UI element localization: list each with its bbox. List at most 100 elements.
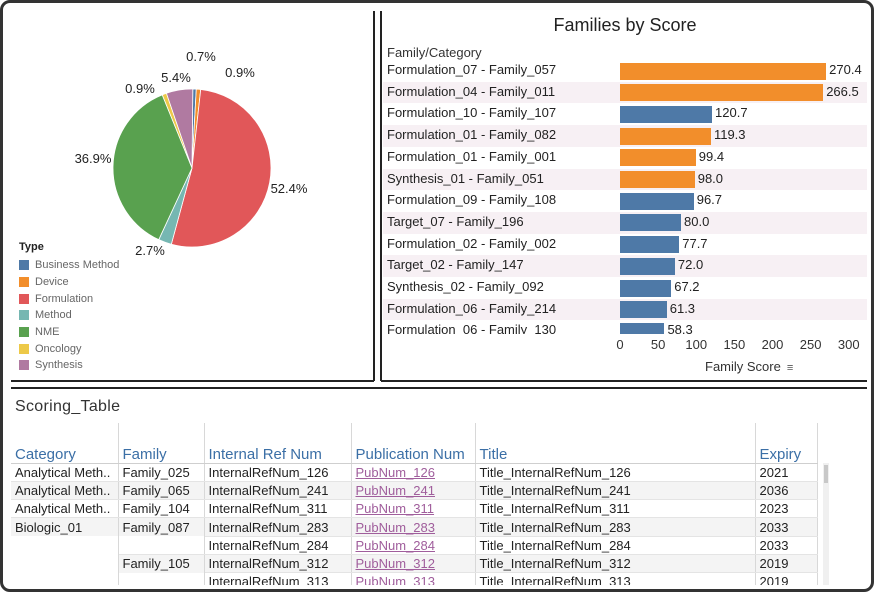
column-header[interactable]: Title: [475, 423, 756, 464]
bar-row[interactable]: Synthesis_01 - Family_051 98.0: [383, 168, 867, 191]
bar[interactable]: [620, 236, 680, 254]
x-tick-label: 150: [723, 337, 746, 352]
families-bar-chart[interactable]: Formulation_07 - Family_057 270.4 Formulat…: [383, 60, 867, 334]
bar-value-label: 120.7: [715, 105, 748, 121]
bar[interactable]: [620, 127, 711, 145]
column-header[interactable]: Category: [11, 423, 119, 464]
table-cell: 2033: [755, 536, 818, 555]
bar-value-label: 270.4: [829, 62, 862, 77]
bar-row[interactable]: Formulation_01 - Family_001 99.4: [383, 147, 867, 169]
bar-row[interactable]: Formulation_04 - Family_011 266.5: [383, 81, 867, 104]
legend-item[interactable]: Synthesis: [19, 357, 119, 374]
table-cell[interactable]: PubNum_284: [351, 536, 476, 555]
x-axis-title[interactable]: Family Score ≡: [705, 359, 793, 374]
table-cell: Title_InternalRefNum_313: [475, 572, 756, 585]
table-row[interactable]: Biologic_01 Family_087 InternalRefNum_283 P…: [11, 517, 818, 537]
pie-slice-nme[interactable]: [112, 94, 193, 241]
legend-label: Device: [35, 276, 69, 289]
column-header[interactable]: Expiry: [755, 423, 818, 464]
pie-slice-label: 36.9%: [75, 151, 112, 166]
bar-category-label: Target_07 - Family_196: [387, 213, 524, 229]
bar[interactable]: [620, 322, 665, 334]
bar-row[interactable]: Formulation_01 - Family_082 119.3: [383, 125, 867, 147]
bar-row[interactable]: Formulation_06 - Family_214 61.3: [383, 298, 867, 321]
legend-swatch: [19, 260, 29, 271]
bar-row[interactable]: Formulation_07 - Family_057 270.4: [383, 60, 867, 82]
x-tick-label: 200: [761, 337, 784, 352]
publication-link[interactable]: PubNum_311: [355, 501, 435, 517]
publication-link[interactable]: PubNum_283: [355, 519, 436, 535]
publication-link[interactable]: PubNum_126: [355, 464, 436, 480]
bar[interactable]: [620, 301, 667, 319]
table-scrollbar[interactable]: [823, 463, 829, 585]
table-cell[interactable]: PubNum_126: [351, 463, 476, 482]
table-row[interactable]: Analytical Meth.. Family_104 InternalRefNu…: [11, 499, 818, 519]
table-cell: Family_087: [118, 517, 205, 537]
column-header[interactable]: Internal Ref Num: [204, 423, 352, 464]
bar[interactable]: [620, 257, 675, 275]
bar-category-label: Formulation_01 - Family_001: [387, 148, 557, 164]
table-cell[interactable]: PubNum_312: [351, 554, 476, 574]
table-cell: [11, 572, 119, 585]
bar-row[interactable]: Target_07 - Family_196 80.0: [383, 211, 867, 234]
publication-link[interactable]: PubNum_241: [355, 482, 436, 498]
scrollbar-thumb[interactable]: [824, 465, 828, 483]
bar-row[interactable]: Synthesis_02 - Family_092 67.2: [383, 277, 867, 299]
bar-category-label: Formulation_10 - Family_107: [387, 105, 557, 121]
legend-item[interactable]: NME: [19, 324, 119, 341]
legend-item[interactable]: Formulation: [19, 290, 119, 307]
publication-link[interactable]: PubNum_284: [355, 537, 436, 553]
publication-link[interactable]: PubNum_312: [355, 556, 436, 572]
bar-row[interactable]: Formulation_06 - Family_130 58.3: [383, 320, 867, 334]
pie-legend: Type Business Method Device Formulation Met…: [19, 241, 119, 374]
table-cell[interactable]: PubNum_313: [351, 572, 476, 585]
bar[interactable]: [620, 84, 824, 102]
table-cell: Title_InternalRefNum_284: [475, 536, 756, 555]
table-row[interactable]: Family_105 InternalRefNum_312 PubNum_312 Ti…: [11, 554, 818, 574]
bar-value-label: 98.0: [697, 170, 724, 186]
bar-row[interactable]: Formulation_09 - Family_108 96.7: [383, 190, 867, 212]
bar[interactable]: [620, 279, 672, 297]
pie-slice-synthesis[interactable]: [165, 88, 194, 169]
legend-item[interactable]: Oncology: [19, 340, 119, 357]
table-row[interactable]: InternalRefNum_313 PubNum_313 Title_Intern…: [11, 572, 818, 585]
table-cell[interactable]: PubNum_241: [351, 481, 476, 501]
bar[interactable]: [620, 105, 713, 123]
x-tick-label: 300: [837, 337, 860, 352]
publication-link[interactable]: PubNum_313: [355, 574, 436, 585]
pie-slice-label: 0.9%: [125, 81, 155, 96]
legend-item[interactable]: Device: [19, 274, 119, 291]
legend-swatch: [19, 360, 29, 371]
pie-slice-label: 2.7%: [135, 243, 165, 258]
table-cell: Family_065: [118, 481, 205, 501]
bar-row[interactable]: Target_02 - Family_147 72.0: [383, 255, 867, 277]
bar-value-label: 72.0: [677, 257, 704, 273]
bar[interactable]: [620, 171, 695, 188]
x-axis-label: Family Score: [705, 359, 781, 374]
table-title: Scoring_Table: [15, 398, 121, 415]
table-row[interactable]: Analytical Meth.. Family_065 InternalRefNu…: [11, 481, 818, 501]
table-cell[interactable]: PubNum_283: [351, 517, 476, 537]
table-cell[interactable]: PubNum_311: [351, 499, 476, 519]
bar[interactable]: [620, 62, 827, 80]
table-row[interactable]: Analytical Meth.. Family_025 InternalRefNu…: [11, 463, 818, 482]
bar[interactable]: [620, 149, 696, 167]
legend-swatch: [19, 343, 29, 354]
bar[interactable]: [620, 192, 694, 210]
type-pie-chart[interactable]: 0.7% 0.9% 52.4% 2.7% 36.9% 0.9% 5.4%: [3, 3, 373, 380]
legend-item[interactable]: Method: [19, 307, 119, 324]
table-cell: Biologic_01: [11, 517, 119, 537]
column-header[interactable]: Publication Num: [351, 423, 476, 464]
pie-slice-formulation[interactable]: [170, 89, 272, 248]
bar-value-label: 67.2: [674, 279, 700, 294]
sort-icon[interactable]: ≡: [786, 362, 794, 374]
table-cell: Analytical Meth..: [11, 463, 119, 482]
bar[interactable]: [620, 214, 681, 232]
table-row[interactable]: InternalRefNum_284 PubNum_284 Title_Intern…: [11, 536, 818, 555]
legend-item[interactable]: Business Method: [19, 257, 119, 274]
bar-row[interactable]: Formulation_02 - Family_002 77.7: [383, 234, 867, 256]
bar-row[interactable]: Formulation_10 - Family_107 120.7: [383, 103, 867, 125]
column-header[interactable]: Family: [118, 423, 205, 464]
bar-category-header: Family/Category: [387, 45, 482, 60]
table-cell: InternalRefNum_311: [204, 499, 352, 519]
